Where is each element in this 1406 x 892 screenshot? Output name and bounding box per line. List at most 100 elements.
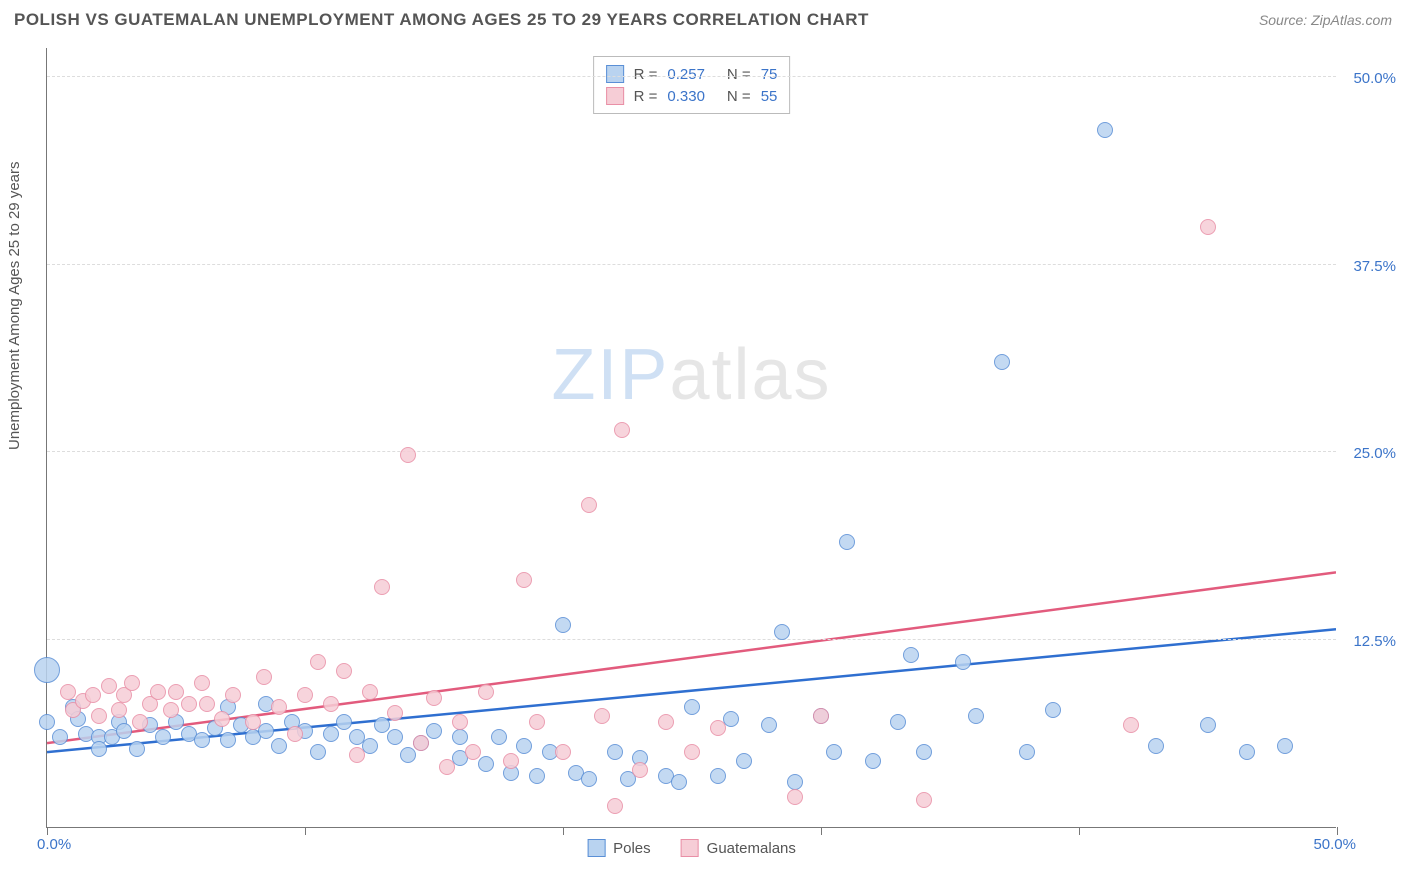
data-point	[124, 675, 140, 691]
legend-swatch	[587, 839, 605, 857]
data-point	[426, 723, 442, 739]
data-point	[916, 792, 932, 808]
data-point	[116, 723, 132, 739]
legend-item: Guatemalans	[681, 839, 796, 857]
data-point	[323, 696, 339, 712]
data-point	[787, 789, 803, 805]
legend-row: R = 0.257N = 75	[606, 63, 778, 85]
data-point	[710, 720, 726, 736]
data-point	[374, 579, 390, 595]
data-point	[516, 572, 532, 588]
source-label: Source: ZipAtlas.com	[1259, 12, 1392, 28]
data-point	[555, 744, 571, 760]
data-point	[516, 738, 532, 754]
gridline	[47, 451, 1336, 452]
data-point	[614, 422, 630, 438]
x-tick	[821, 827, 822, 835]
gridline	[47, 639, 1336, 640]
data-point	[150, 684, 166, 700]
legend-r-label: R =	[634, 66, 658, 83]
data-point	[362, 684, 378, 700]
legend-label: Guatemalans	[707, 840, 796, 857]
y-tick-label: 50.0%	[1353, 70, 1396, 87]
data-point	[271, 699, 287, 715]
data-point	[214, 711, 230, 727]
data-point	[684, 699, 700, 715]
data-point	[774, 624, 790, 640]
stats-legend: R = 0.257N = 75R = 0.330N = 55	[593, 56, 791, 114]
data-point	[297, 687, 313, 703]
legend-swatch	[606, 87, 624, 105]
watermark-zip: ZIP	[551, 335, 669, 415]
x-tick	[1337, 827, 1338, 835]
data-point	[387, 705, 403, 721]
data-point	[890, 714, 906, 730]
legend-n-label: N =	[727, 66, 751, 83]
y-axis-label: Unemployment Among Ages 25 to 29 years	[6, 161, 23, 450]
legend-n-value: 75	[761, 66, 778, 83]
legend-row: R = 0.330N = 55	[606, 85, 778, 107]
data-point	[503, 753, 519, 769]
data-point	[258, 723, 274, 739]
data-point	[968, 708, 984, 724]
data-point	[1019, 744, 1035, 760]
data-point	[787, 774, 803, 790]
data-point	[194, 732, 210, 748]
data-point	[994, 354, 1010, 370]
data-point	[426, 690, 442, 706]
data-point	[271, 738, 287, 754]
data-point	[194, 675, 210, 691]
data-point	[1097, 122, 1113, 138]
legend-label: Poles	[613, 840, 651, 857]
x-axis-max: 50.0%	[1313, 836, 1356, 853]
gridline	[47, 76, 1336, 77]
x-tick	[305, 827, 306, 835]
data-point	[1148, 738, 1164, 754]
data-point	[52, 729, 68, 745]
data-point	[1239, 744, 1255, 760]
data-point	[465, 744, 481, 760]
x-tick	[563, 827, 564, 835]
data-point	[225, 687, 241, 703]
data-point	[34, 657, 60, 683]
data-point	[310, 744, 326, 760]
watermark-atlas: atlas	[669, 335, 831, 415]
data-point	[287, 726, 303, 742]
data-point	[671, 774, 687, 790]
data-point	[658, 714, 674, 730]
data-point	[632, 762, 648, 778]
data-point	[132, 714, 148, 730]
data-point	[387, 729, 403, 745]
data-point	[91, 741, 107, 757]
data-point	[813, 708, 829, 724]
data-point	[310, 654, 326, 670]
data-point	[1123, 717, 1139, 733]
data-point	[865, 753, 881, 769]
legend-swatch	[606, 65, 624, 83]
y-tick-label: 37.5%	[1353, 258, 1396, 275]
data-point	[478, 756, 494, 772]
data-point	[607, 744, 623, 760]
data-point	[710, 768, 726, 784]
trend-line	[47, 629, 1336, 752]
data-point	[168, 684, 184, 700]
data-point	[349, 747, 365, 763]
y-tick-label: 25.0%	[1353, 445, 1396, 462]
data-point	[826, 744, 842, 760]
data-point	[111, 702, 127, 718]
data-point	[199, 696, 215, 712]
data-point	[529, 768, 545, 784]
data-point	[413, 735, 429, 751]
data-point	[155, 729, 171, 745]
legend-r-label: R =	[634, 88, 658, 105]
data-point	[916, 744, 932, 760]
data-point	[91, 708, 107, 724]
data-point	[163, 702, 179, 718]
data-point	[761, 717, 777, 733]
data-point	[1277, 738, 1293, 754]
x-tick	[1079, 827, 1080, 835]
data-point	[39, 714, 55, 730]
data-point	[220, 732, 236, 748]
data-point	[555, 617, 571, 633]
data-point	[491, 729, 507, 745]
